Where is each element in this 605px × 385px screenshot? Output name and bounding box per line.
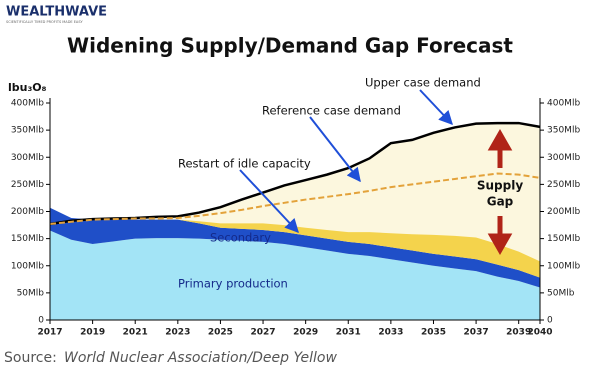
y2-tick-label: 100Mlb: [547, 261, 580, 271]
x-tick-label: 2027: [251, 328, 276, 338]
y2-tick-label: 0: [547, 316, 553, 326]
x-tick-label: 2019: [80, 328, 105, 338]
x-tick-label: 2031: [336, 328, 361, 338]
y-tick-label: 100Mlb: [11, 261, 44, 271]
y-tick-label: 150Mlb: [11, 234, 44, 244]
area: [50, 207, 540, 288]
x-tick-label: 2040: [527, 328, 552, 338]
source-label: Source:: [4, 350, 57, 366]
annotations: Upper case demand Reference case demand …: [178, 76, 523, 291]
x-tick-label: 2033: [378, 328, 403, 338]
tagline: SCIENTIFICALLY TIMED PROFITS MADE EASY: [6, 20, 84, 24]
annotation: Supply: [477, 179, 523, 193]
y-axis-label: lbu₃O₈: [8, 81, 47, 94]
annotation: Reference case demand: [262, 104, 401, 118]
y-tick-label: 400Mlb: [11, 99, 44, 109]
annotation: Restart of idle capacity: [178, 157, 311, 171]
y-tick-label: 350Mlb: [11, 126, 44, 136]
annotation: Secondary: [210, 231, 271, 245]
y-tick-label: 0: [38, 316, 44, 326]
x-tick-label: 2021: [123, 328, 148, 338]
y-tick-label: 200Mlb: [11, 207, 44, 217]
x-tick-label: 2017: [37, 328, 62, 338]
x-tick-label: 2037: [464, 328, 489, 338]
arrow: [419, 89, 453, 126]
annotation: Gap: [487, 195, 514, 209]
chart-title: Widening Supply/Demand Gap Forecast: [67, 34, 513, 58]
y2-tick-label: 50Mlb: [547, 288, 575, 298]
x-tick-label: 2023: [165, 328, 190, 338]
annotation: Upper case demand: [365, 76, 481, 90]
x-tick-label: 2025: [208, 328, 233, 338]
plot-area: [49, 121, 541, 320]
y2-tick-label: 350Mlb: [547, 126, 580, 136]
annotation: Primary production: [178, 277, 288, 291]
y-tick-label: 250Mlb: [11, 180, 44, 190]
y2-tick-label: 150Mlb: [547, 234, 580, 244]
x-tick-label: 2039: [506, 328, 531, 338]
y2-tick-label: 400Mlb: [547, 99, 580, 109]
x-tick-label: 2029: [293, 328, 318, 338]
y2-tick-label: 300Mlb: [547, 153, 580, 163]
arrow: [239, 169, 299, 234]
y2-tick-label: 250Mlb: [547, 180, 580, 190]
area: [50, 230, 540, 320]
logo: WEALTHWAVE: [6, 5, 107, 20]
gap-arrow-down: [487, 216, 513, 256]
y2-tick-label: 200Mlb: [547, 207, 580, 217]
y-tick-label: 50Mlb: [17, 288, 45, 298]
area: [50, 207, 540, 278]
y-tick-label: 300Mlb: [11, 153, 44, 163]
source-text: World Nuclear Association/Deep Yellow: [64, 350, 337, 366]
line: [49, 172, 541, 225]
arrow: [309, 116, 361, 183]
gap-arrow-up: [487, 128, 513, 168]
x-tick-label: 2035: [421, 328, 446, 338]
